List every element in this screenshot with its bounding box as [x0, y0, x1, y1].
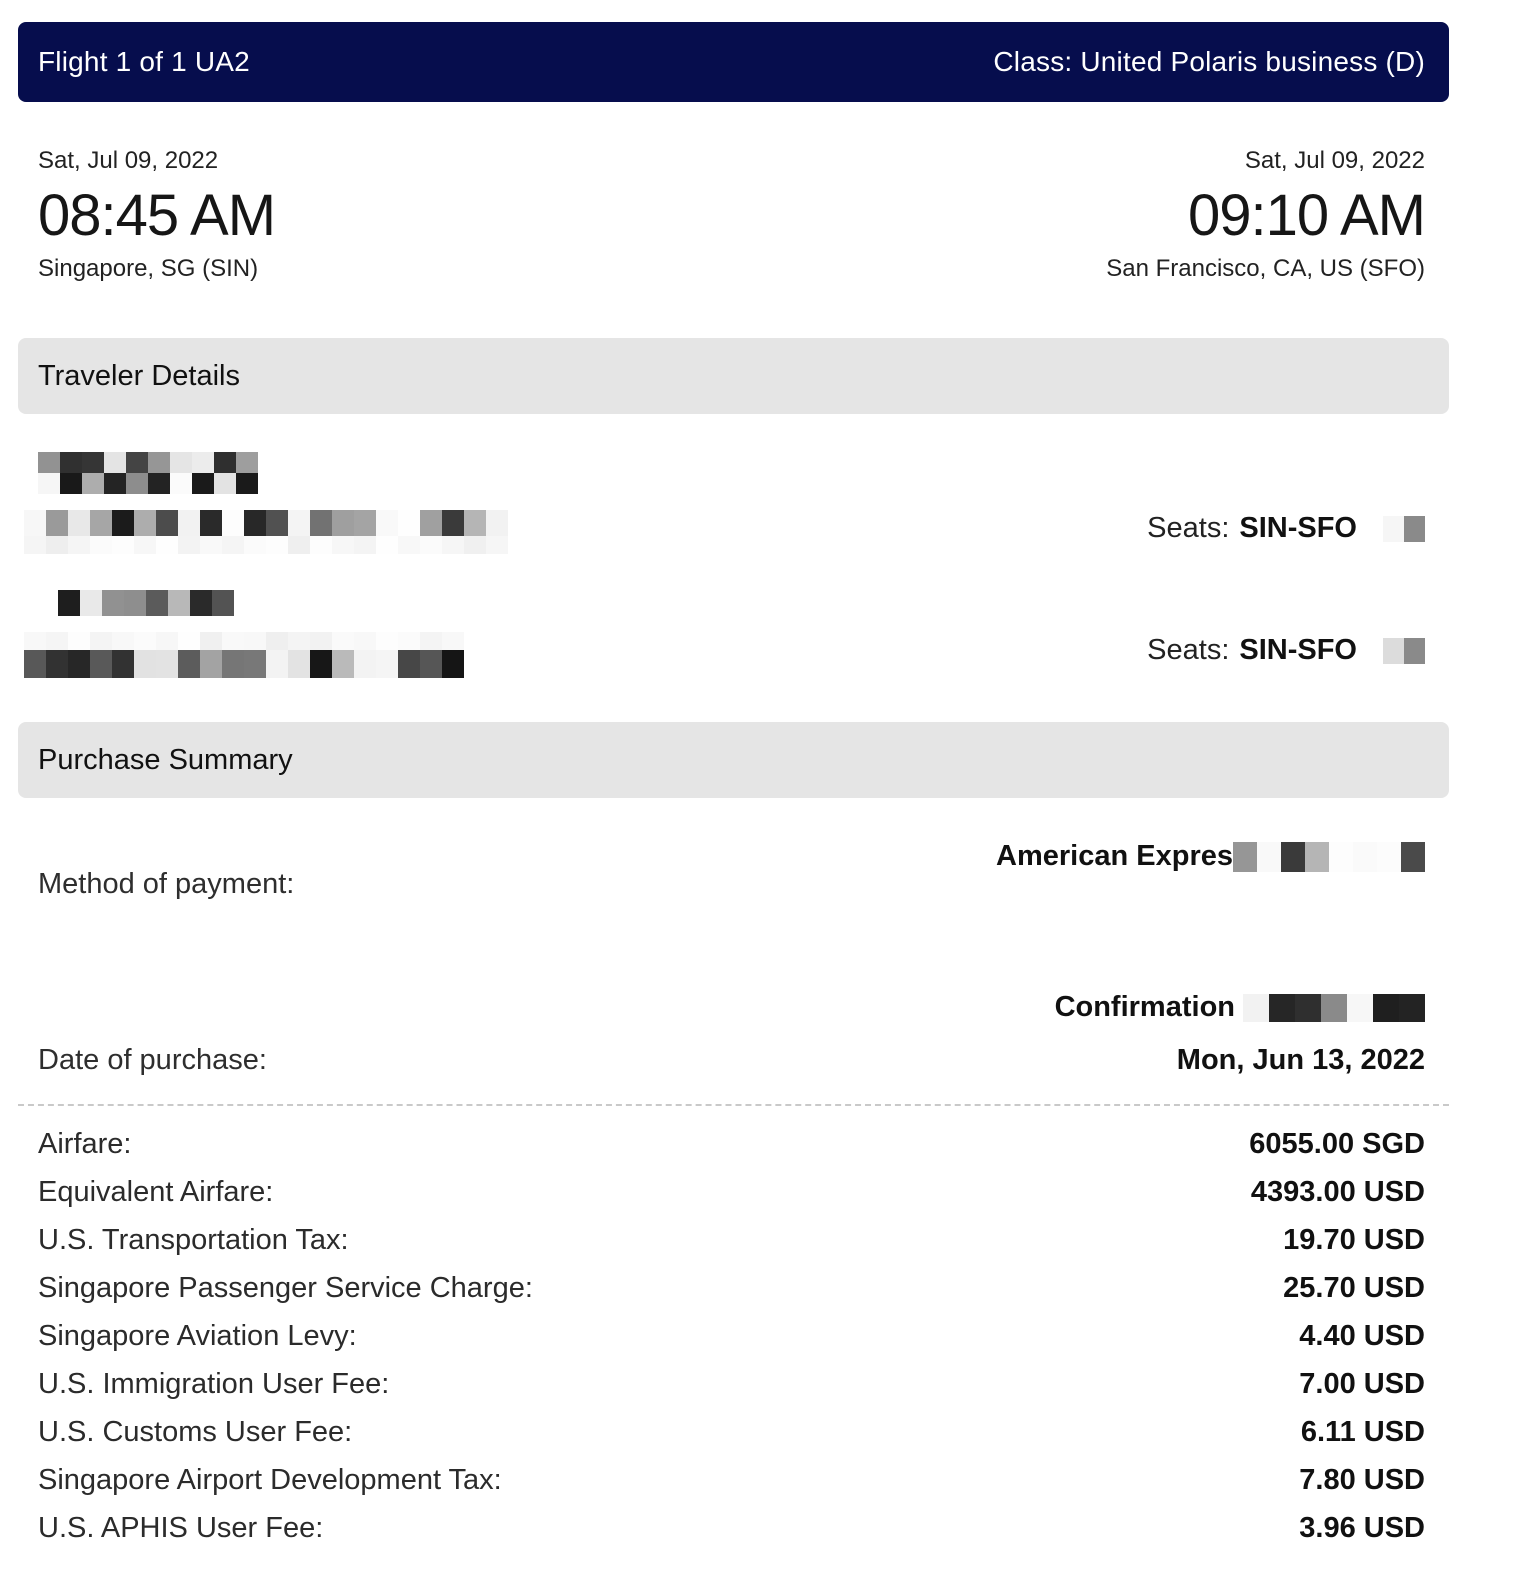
charge-row: U.S. Immigration User Fee: 7.00 USD: [38, 1360, 1425, 1408]
redacted-traveler-name: [38, 452, 1425, 494]
confirmation-label: Confirmation: [1054, 991, 1235, 1023]
charge-row: Singapore Passenger Service Charge: 25.7…: [38, 1264, 1425, 1312]
redacted-traveler-info: [24, 632, 464, 678]
arrival-block: Sat, Jul 09, 2022 09:10 AM San Francisco…: [1106, 146, 1426, 284]
seats-assignment: Seats: SIN-SFO: [1147, 512, 1425, 545]
redacted-ticket-number: [24, 510, 508, 536]
charge-row: Equivalent Airfare: 4393.00 USD: [38, 1168, 1425, 1216]
date-of-purchase-row: Date of purchase: Mon, Jun 13, 2022: [18, 1024, 1449, 1078]
charge-value: 6055.00 SGD: [1249, 1128, 1425, 1160]
purchase-summary-header: Purchase Summary: [18, 722, 1449, 798]
arrival-airport: San Francisco, CA, US (SFO): [1106, 255, 1425, 282]
redacted-ticket-number-shadow: [24, 536, 508, 554]
redacted-traveler-name: [58, 590, 1425, 616]
departure-time: 08:45 AM: [38, 183, 276, 248]
redacted-seat-number: [1383, 515, 1425, 542]
redacted-confirmation-code: [1243, 993, 1425, 1022]
date-of-purchase-value: Mon, Jun 13, 2022: [1176, 1044, 1425, 1076]
cabin-class-label: Class: United Polaris business (D): [993, 46, 1425, 77]
charge-row: Singapore Aviation Levy: 4.40 USD: [38, 1312, 1425, 1360]
seats-label: Seats:: [1147, 634, 1230, 666]
traveler-list: Seats: SIN-SFO Seats: SIN-SFO: [18, 414, 1449, 678]
payment-details: American Expres Confirmation: [996, 840, 1425, 1024]
seats-assignment: Seats: SIN-SFO: [1147, 634, 1425, 667]
charge-value: 7.00 USD: [1299, 1368, 1425, 1400]
redacted-ticket-number: [24, 650, 464, 678]
payment-card-name: American Expres: [996, 840, 1233, 872]
charge-row: U.S. APHIS User Fee: 3.96 USD: [38, 1504, 1425, 1552]
charges-list: Airfare: 6055.00 SGD Equivalent Airfare:…: [18, 1106, 1449, 1552]
charge-label: Equivalent Airfare:: [38, 1176, 274, 1208]
charge-value: 6.11 USD: [1300, 1416, 1425, 1448]
purchase-summary-title: Purchase Summary: [38, 743, 293, 776]
redacted-ticket-number-shadow: [24, 632, 464, 650]
charge-value: 4393.00 USD: [1250, 1176, 1425, 1208]
arrival-time: 09:10 AM: [1187, 183, 1426, 248]
seats-route: SIN-SFO: [1239, 512, 1357, 544]
charge-value: 25.70 USD: [1283, 1272, 1425, 1304]
traveler-row: Seats: SIN-SFO: [24, 452, 1425, 554]
charge-value: 4.40 USD: [1299, 1320, 1425, 1352]
charge-label: U.S. APHIS User Fee:: [38, 1512, 324, 1544]
seats-label: Seats:: [1147, 512, 1230, 544]
confirmation-line: Confirmation: [1055, 991, 1425, 1024]
payment-card-line: American Expres: [996, 840, 1425, 873]
charge-label: U.S. Immigration User Fee:: [38, 1368, 390, 1400]
charge-value: 19.70 USD: [1283, 1224, 1425, 1256]
flight-times: Sat, Jul 09, 2022 08:45 AM Singapore, SG…: [18, 102, 1449, 284]
redacted-card-number: [1233, 841, 1425, 872]
flight-header-bar: Flight 1 of 1 UA2 Class: United Polaris …: [18, 22, 1449, 102]
departure-airport: Singapore, SG (SIN): [38, 255, 259, 282]
charge-label: Singapore Passenger Service Charge:: [38, 1272, 533, 1304]
charge-row: Singapore Airport Development Tax: 7.80 …: [38, 1456, 1425, 1504]
departure-date: Sat, Jul 09, 2022: [38, 147, 219, 174]
charge-row: U.S. Transportation Tax: 19.70 USD: [38, 1216, 1425, 1264]
traveler-details-title: Traveler Details: [38, 359, 240, 392]
charge-value: 3.96 USD: [1299, 1512, 1425, 1544]
flight-number-label: Flight 1 of 1 UA2: [38, 46, 250, 77]
seats-route: SIN-SFO: [1239, 634, 1357, 666]
redacted-traveler-info: [24, 510, 508, 554]
traveler-details-header: Traveler Details: [18, 338, 1449, 414]
receipt-page: Flight 1 of 1 UA2 Class: United Polaris …: [18, 22, 1449, 1552]
charge-row: Airfare: 6055.00 SGD: [38, 1120, 1425, 1168]
date-of-purchase-label: Date of purchase:: [38, 1044, 267, 1076]
payment-method-row: Method of payment: American Expres Confi…: [18, 798, 1449, 1024]
charge-value: 7.80 USD: [1299, 1464, 1425, 1496]
charge-label: Singapore Airport Development Tax:: [38, 1464, 502, 1496]
charge-label: Airfare:: [38, 1128, 132, 1160]
charge-label: Singapore Aviation Levy:: [38, 1320, 357, 1352]
dashed-divider: [18, 1104, 1449, 1106]
redacted-seat-number: [1383, 637, 1425, 664]
charge-label: U.S. Transportation Tax:: [38, 1224, 349, 1256]
method-of-payment-label: Method of payment:: [38, 868, 295, 900]
departure-block: Sat, Jul 09, 2022 08:45 AM Singapore, SG…: [38, 146, 276, 284]
traveler-row: Seats: SIN-SFO: [24, 590, 1425, 678]
charge-label: U.S. Customs User Fee:: [38, 1416, 353, 1448]
arrival-date: Sat, Jul 09, 2022: [1244, 147, 1425, 174]
charge-row: U.S. Customs User Fee: 6.11 USD: [38, 1408, 1425, 1456]
